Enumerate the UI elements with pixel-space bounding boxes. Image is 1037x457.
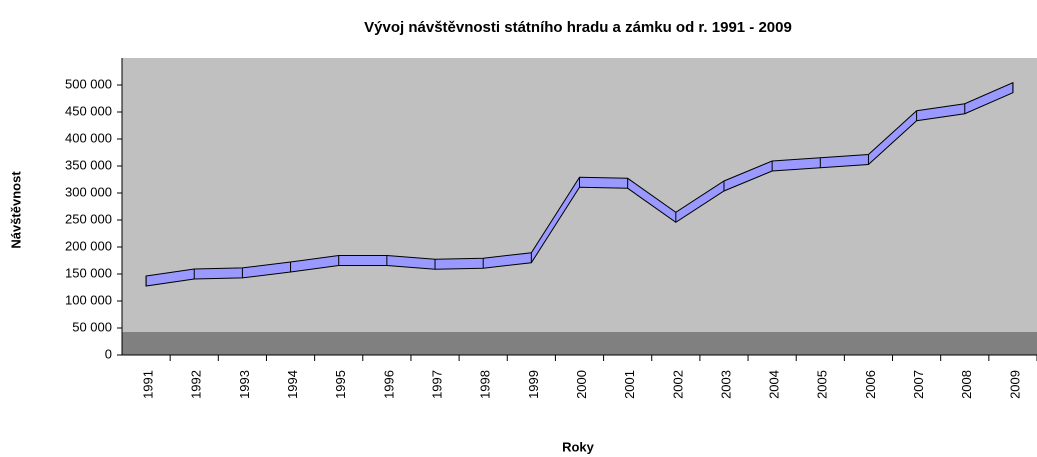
y-tick-label: 150 000 (65, 265, 112, 280)
x-tick-label: 1999 (526, 370, 541, 399)
x-tick-label: 2001 (622, 370, 637, 399)
x-tick-label: 1997 (429, 370, 444, 399)
y-tick-label: 0 (105, 346, 112, 361)
x-tick-label: 1991 (141, 370, 156, 399)
y-tick-label: 200 000 (65, 238, 112, 253)
x-tick-label: 2000 (574, 370, 589, 399)
x-tick-label: 1995 (333, 370, 348, 399)
y-tick-label: 250 000 (65, 211, 112, 226)
y-tick-label: 50 000 (72, 319, 112, 334)
y-tick-label: 450 000 (65, 103, 112, 118)
x-tick-label: 1994 (285, 370, 300, 399)
y-tick-label: 500 000 (65, 76, 112, 91)
x-tick-label: 2002 (670, 370, 685, 399)
chart-title: Vývoj návštěvnosti státního hradu a zámk… (364, 19, 792, 36)
x-tick-label: 1996 (381, 370, 396, 399)
x-tick-label: 2004 (767, 370, 782, 399)
x-tick-label: 2005 (815, 370, 830, 399)
y-axis-title: Návštěvnost (8, 171, 23, 249)
x-tick-label: 1993 (237, 370, 252, 399)
x-tick-label: 2008 (959, 370, 974, 399)
x-tick-label: 2003 (718, 370, 733, 399)
x-tick-label: 2007 (911, 370, 926, 399)
y-tick-label: 350 000 (65, 157, 112, 172)
x-tick-label: 1992 (189, 370, 204, 399)
x-tick-label: 2009 (1007, 370, 1022, 399)
x-tick-label: 1998 (478, 370, 493, 399)
y-tick-label: 100 000 (65, 292, 112, 307)
y-tick-label: 400 000 (65, 130, 112, 145)
y-tick-label: 300 000 (65, 184, 112, 199)
plot-floor (122, 332, 1037, 355)
x-axis-title: Roky (562, 439, 595, 454)
plot-wall (122, 58, 1037, 332)
x-tick-label: 2006 (863, 370, 878, 399)
